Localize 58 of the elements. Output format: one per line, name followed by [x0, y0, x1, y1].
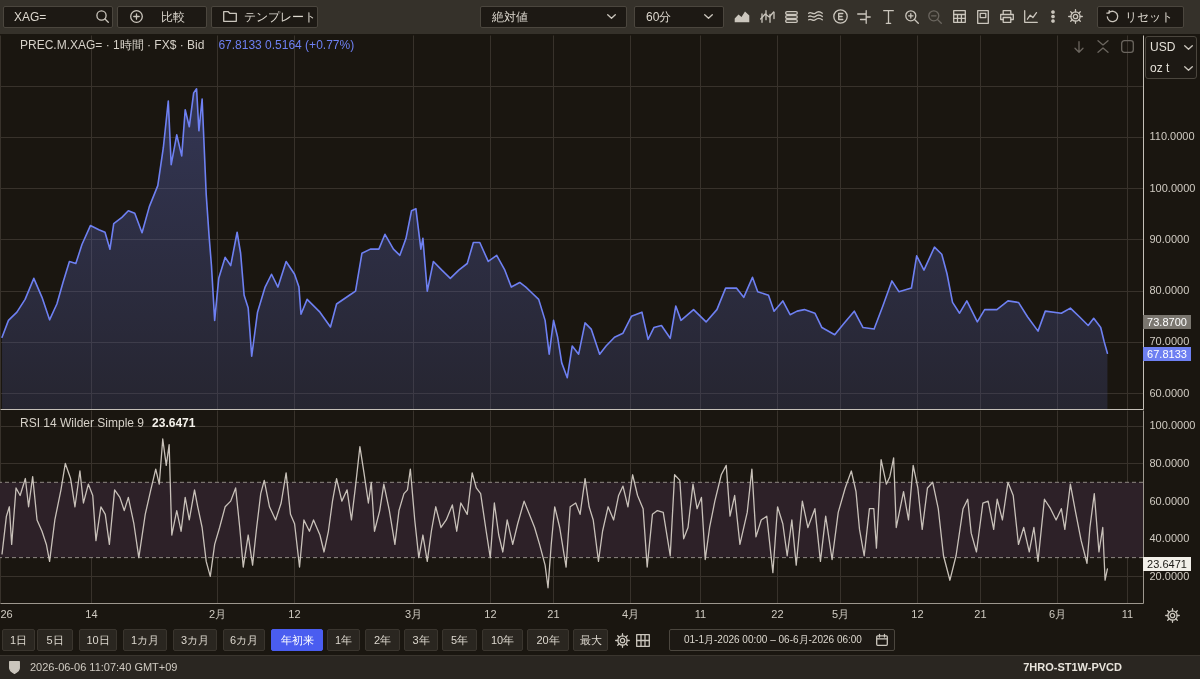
text: RSI 14 Wilder Simple 9 — [20, 416, 145, 430]
button: 年初来 — [271, 629, 323, 651]
button: 比較 — [117, 6, 207, 28]
y-tick-label: 100.0000 — [1149, 181, 1196, 194]
button: 5日 — [37, 629, 73, 651]
y-tick-label: 90.0000 — [1149, 232, 1190, 245]
button: 10年 — [482, 629, 523, 651]
y-tick-label: 70.0000 — [1149, 335, 1190, 348]
button: リセット — [1097, 6, 1184, 28]
button: 5年 — [442, 629, 477, 651]
label-tag: 67.8133 — [1143, 347, 1191, 361]
label-tag: 23.6471 — [1143, 557, 1191, 571]
search-field: XAG= — [3, 6, 113, 28]
x-tick-label: 4月 — [621, 607, 640, 620]
text: 2026-06-06 11:07:40 GMT+09 — [30, 661, 178, 673]
y-tick-label: 60.0000 — [1149, 494, 1190, 507]
chart-subtitle: 67.8133 0.5164 (+0.77%) — [218, 38, 355, 52]
y-tick-label: 110.0000 — [1149, 130, 1195, 143]
x-tick-label: 26 — [0, 607, 13, 620]
button: 6カ月 — [223, 629, 265, 651]
x-tick-label: 2月 — [208, 607, 227, 620]
x-tick-label: 11 — [1121, 607, 1134, 620]
button: 3年 — [404, 629, 438, 651]
button: 3カ月 — [173, 629, 217, 651]
x-tick-label: 12 — [484, 607, 497, 620]
x-tick-label: 21 — [547, 607, 560, 620]
date-field: 01-1月-2026 00:00 – 06-6月-2026 06:00 — [669, 629, 895, 651]
y-tick-label: 80.0000 — [1149, 284, 1190, 297]
x-tick-label: 14 — [85, 607, 98, 620]
y-tick-label: 20.0000 — [1149, 569, 1190, 582]
x-tick-label: 11 — [694, 607, 707, 620]
x-tick-label: 22 — [771, 607, 784, 620]
y-tick-label: 60.0000 — [1149, 386, 1190, 399]
chart-title: PREC.M.XAG= · 1時間 · FX$ · Bid — [20, 38, 205, 52]
button: 1年 — [327, 629, 360, 651]
x-tick-label: 21 — [974, 607, 987, 620]
button: 2年 — [365, 629, 400, 651]
button: テンプレート — [211, 6, 318, 28]
dropdown: USD oz t — [1145, 36, 1197, 79]
x-tick-label: 3月 — [404, 607, 423, 620]
x-tick-label: 6月 — [1048, 607, 1067, 620]
button: 10日 — [79, 629, 117, 651]
y-tick-label: 80.0000 — [1149, 456, 1190, 469]
button: 20年 — [527, 629, 569, 651]
line-series — [1, 438, 1109, 589]
text: 23.6471 — [152, 416, 196, 430]
x-tick-label: 12 — [911, 607, 924, 620]
dropdown: 60分 — [634, 6, 724, 28]
button: 最大 — [573, 629, 608, 651]
button: 1日 — [2, 629, 35, 651]
y-tick-label: 40.0000 — [1149, 532, 1190, 545]
x-tick-label: 12 — [288, 607, 301, 620]
dropdown: 絶対値 — [480, 6, 627, 28]
button: 1カ月 — [123, 629, 167, 651]
y-tick-label: 100.0000 — [1149, 419, 1196, 432]
label-tag: 73.8700 — [1143, 315, 1191, 329]
text: 7HRO-ST1W-PVCD — [1023, 661, 1122, 673]
x-tick-label: 5月 — [831, 607, 850, 620]
